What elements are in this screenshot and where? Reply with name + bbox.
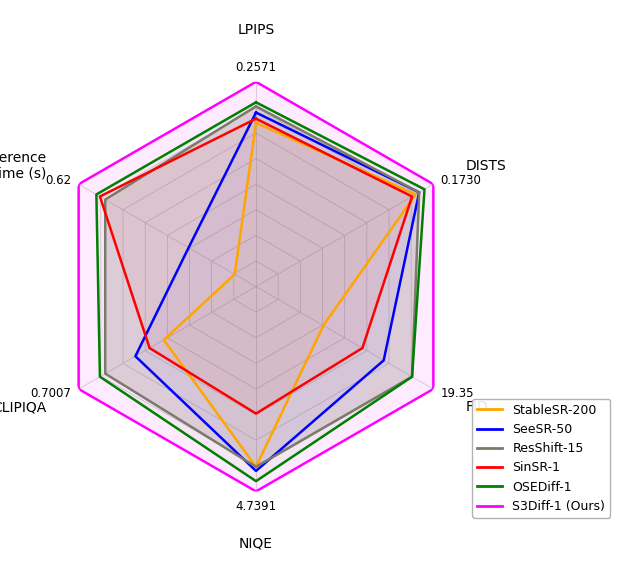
Text: 0.2571: 0.2571: [236, 61, 276, 74]
Polygon shape: [105, 107, 419, 467]
Text: 4.7391: 4.7391: [236, 500, 276, 512]
Text: LPIPS: LPIPS: [237, 23, 275, 36]
Text: CLIPIQA: CLIPIQA: [0, 401, 47, 415]
Text: 0.7007: 0.7007: [31, 387, 72, 400]
Text: Inference
Time (s): Inference Time (s): [0, 151, 47, 181]
Text: FID: FID: [465, 401, 488, 415]
Text: 0.62: 0.62: [45, 174, 72, 186]
Text: NIQE: NIQE: [239, 537, 273, 551]
Text: DISTS: DISTS: [465, 159, 506, 173]
Legend: StableSR-200, SeeSR-50, ResShift-15, SinSR-1, OSEDiff-1, S3Diff-1 (Ours): StableSR-200, SeeSR-50, ResShift-15, Sin…: [472, 399, 610, 518]
Text: 0.1730: 0.1730: [440, 174, 481, 186]
Text: 19.35: 19.35: [440, 387, 474, 400]
Polygon shape: [79, 82, 433, 492]
